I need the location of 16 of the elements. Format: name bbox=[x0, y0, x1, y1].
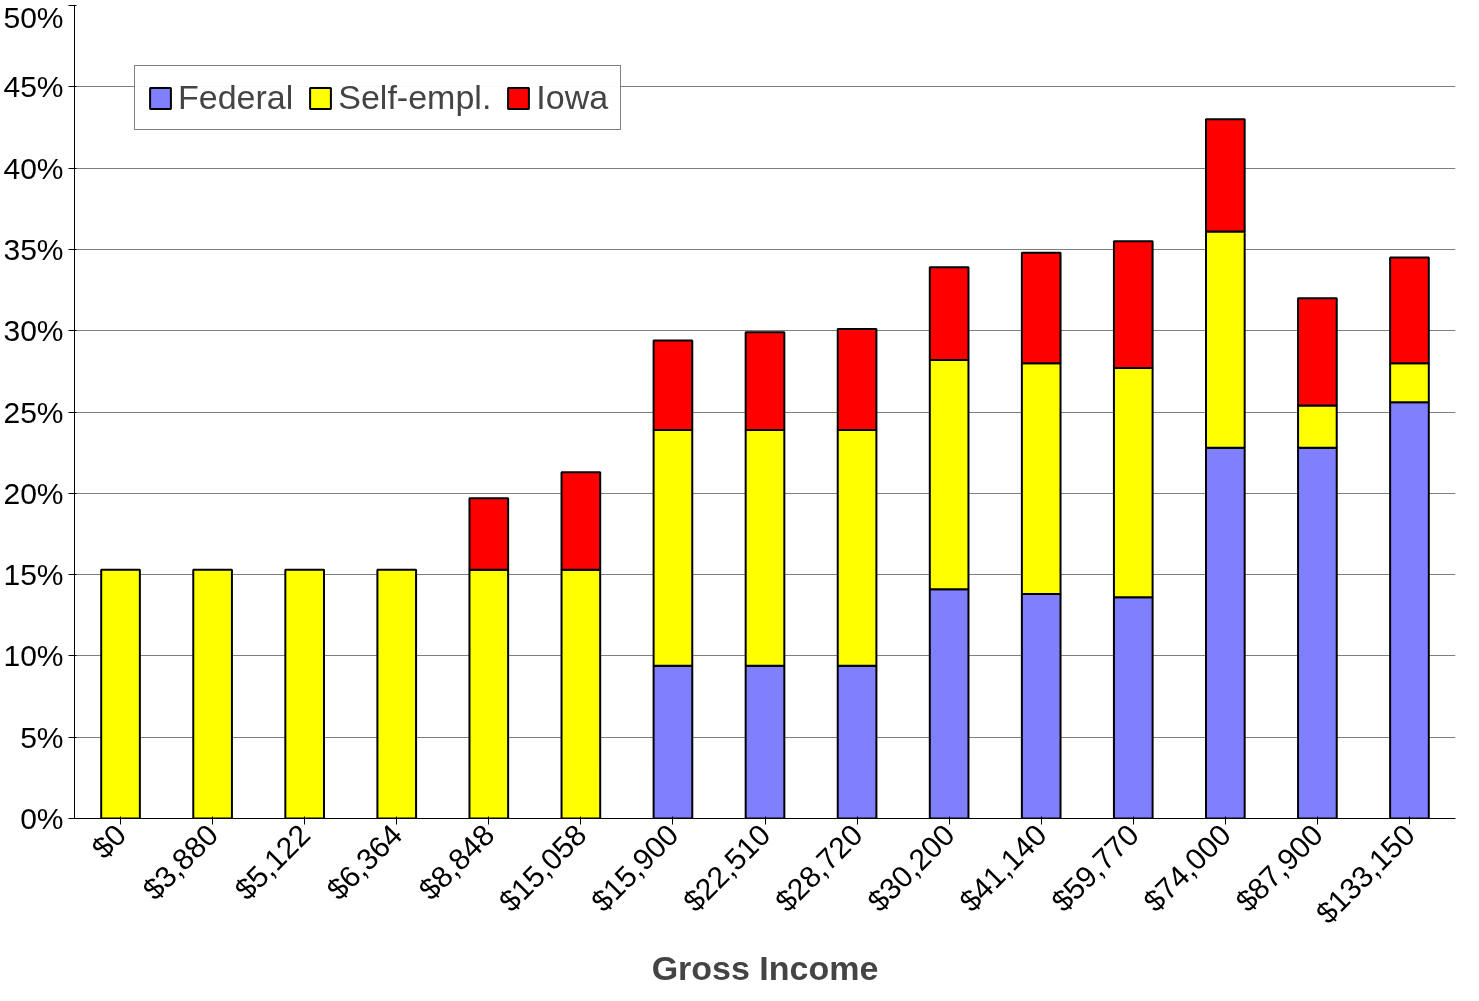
legend-label: Self-empl. bbox=[338, 78, 492, 117]
y-tick-label: 0% bbox=[20, 802, 64, 835]
y-tick-label: 10% bbox=[3, 639, 64, 673]
legend-label: Federal bbox=[178, 78, 294, 117]
y-tick-label: 30% bbox=[3, 314, 64, 348]
y-tick-label: 5% bbox=[20, 720, 64, 754]
y-tick-label: 40% bbox=[3, 151, 64, 185]
x-axis-title: Gross Income bbox=[651, 949, 879, 988]
y-tick-label: 20% bbox=[3, 476, 64, 510]
legend-label: Iowa bbox=[536, 78, 609, 117]
y-tick-label: 35% bbox=[3, 232, 64, 266]
y-tick-label: 15% bbox=[3, 558, 64, 592]
y-tick-label: 45% bbox=[3, 70, 64, 104]
x-tick-label: $0 bbox=[85, 817, 133, 865]
y-tick-label: 25% bbox=[3, 395, 64, 429]
y-tick-label: 50% bbox=[3, 0, 64, 34]
